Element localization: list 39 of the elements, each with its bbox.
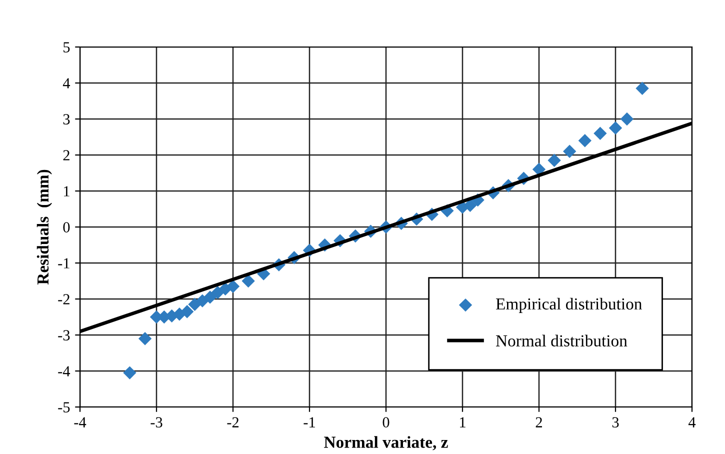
y-tick-label: 4 [62, 78, 70, 88]
y-tick-label: 1 [64, 186, 70, 196]
legend-label: Normal distribution [496, 334, 628, 346]
point [203, 290, 217, 304]
point [578, 134, 592, 148]
y-tick-label: 5 [64, 42, 70, 52]
y-tick-label: -2 [58, 294, 70, 304]
x-axis-title: Normal variate, z [324, 436, 448, 450]
point [548, 154, 561, 167]
x-tick-label: -1 [304, 417, 315, 428]
x-tick-label: 1 [460, 417, 466, 428]
x-tick-label: -2 [227, 417, 239, 428]
point [594, 126, 607, 140]
y-tick-label: 2 [63, 150, 70, 160]
point [242, 274, 255, 288]
x-tick-label: 4 [688, 417, 696, 428]
point [138, 332, 152, 346]
point [608, 121, 622, 135]
point [464, 198, 477, 212]
y-tick-label: -4 [58, 366, 70, 376]
point [123, 366, 136, 380]
y-tick-label: 0 [63, 222, 70, 232]
point [620, 112, 634, 126]
y-tick-label: -3 [58, 330, 70, 340]
x-tick-label: -3 [150, 417, 162, 428]
point [180, 305, 194, 318]
point [532, 162, 546, 176]
point [226, 280, 240, 293]
point [636, 82, 649, 95]
y-tick-label: 3 [63, 114, 70, 124]
x-tick-label: 0 [382, 417, 390, 428]
y-axis-title: Residuals (mm) [36, 170, 52, 285]
x-tick-label: 2 [536, 417, 542, 428]
y-tick-label: -1 [58, 258, 70, 268]
y-tick-label: -5 [58, 402, 70, 412]
point [563, 144, 576, 158]
legend-label: Empirical distribution [496, 298, 642, 313]
x-tick-label: 3 [612, 417, 619, 428]
x-tick-label: -4 [74, 417, 86, 428]
